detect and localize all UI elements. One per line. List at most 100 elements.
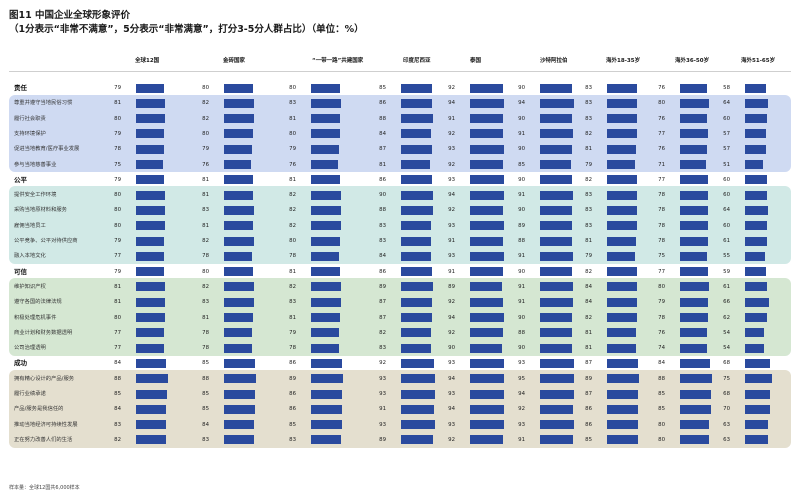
bar xyxy=(311,328,340,338)
value-label: 76 xyxy=(289,161,296,168)
value-label: 85 xyxy=(585,436,592,443)
value-label: 85 xyxy=(202,406,209,413)
bar xyxy=(607,404,638,414)
bar xyxy=(470,190,504,200)
value-label: 63 xyxy=(723,421,730,428)
bar xyxy=(224,297,254,307)
bar xyxy=(136,358,167,368)
bar xyxy=(745,190,767,200)
value-label: 82 xyxy=(585,268,592,275)
row-label: 公平竞争、公平对待供应商 xyxy=(14,238,78,244)
value-label: 78 xyxy=(114,146,121,153)
value-label: 88 xyxy=(518,238,525,244)
value-label: 92 xyxy=(448,299,455,306)
group-background xyxy=(9,186,791,264)
value-label: 80 xyxy=(658,283,665,290)
row-label: 公司治理透明 xyxy=(14,345,46,352)
value-label: 82 xyxy=(289,222,296,229)
value-label: 89 xyxy=(518,222,525,229)
bar xyxy=(680,236,709,246)
bar xyxy=(401,236,431,246)
value-label: 91 xyxy=(518,436,525,443)
bar xyxy=(540,435,573,445)
value-label: 83 xyxy=(585,100,592,107)
value-label: 77 xyxy=(658,268,665,275)
value-label: 83 xyxy=(585,207,592,214)
column-header: 海外36-50岁 xyxy=(675,58,710,64)
bar xyxy=(607,420,638,430)
bar xyxy=(136,114,165,124)
bar xyxy=(680,190,709,200)
column-header: “一带一路”共建国家 xyxy=(312,58,364,64)
value-label: 82 xyxy=(585,314,592,321)
value-label: 84 xyxy=(585,299,592,306)
value-label: 61 xyxy=(723,283,730,290)
bar xyxy=(745,114,767,124)
bar xyxy=(136,144,165,154)
bar xyxy=(470,83,504,93)
group-background xyxy=(9,278,791,356)
value-label: 94 xyxy=(448,192,455,199)
value-label: 78 xyxy=(658,314,665,321)
bar xyxy=(540,328,572,338)
row-label: 采购当地原材料和服务 xyxy=(14,207,67,214)
bar xyxy=(224,404,255,414)
bar xyxy=(224,129,253,139)
column-header: 印度尼西亚 xyxy=(403,58,431,64)
value-label: 90 xyxy=(518,268,525,275)
value-label: 91 xyxy=(448,238,455,244)
value-label: 79 xyxy=(114,176,121,183)
value-label: 82 xyxy=(379,329,386,336)
bar xyxy=(470,389,504,399)
bar xyxy=(136,404,167,414)
bar xyxy=(680,129,708,139)
bar xyxy=(136,251,164,261)
bar xyxy=(540,190,573,200)
row-label: 产品/服务是我信任的 xyxy=(14,406,64,413)
value-label: 79 xyxy=(289,329,296,336)
column-header: 沙特阿拉伯 xyxy=(540,58,568,64)
value-label: 62 xyxy=(723,314,730,321)
bar xyxy=(311,343,340,353)
bar xyxy=(311,358,342,368)
chart-subtitle: （1分表示“非常不满意”，5分表示“非常满意”，打分3-5分人群占比）（单位：%… xyxy=(9,24,364,35)
value-label: 85 xyxy=(518,161,525,168)
bar xyxy=(470,221,504,231)
value-label: 94 xyxy=(448,375,455,382)
value-label: 82 xyxy=(202,283,209,290)
bar xyxy=(680,251,707,261)
value-label: 93 xyxy=(379,391,386,397)
bar xyxy=(311,297,341,307)
value-label: 80 xyxy=(658,100,665,107)
bar xyxy=(745,435,768,445)
value-label: 85 xyxy=(289,421,296,428)
bar xyxy=(745,389,770,399)
value-label: 93 xyxy=(448,391,455,397)
value-label: 84 xyxy=(379,253,386,260)
value-label: 57 xyxy=(723,130,730,137)
value-label: 68 xyxy=(723,391,730,397)
bar xyxy=(401,343,431,353)
bar xyxy=(745,205,768,215)
bar xyxy=(470,282,502,292)
row-label: 促进当地教育/医疗事业发展 xyxy=(14,146,80,153)
value-label: 71 xyxy=(658,161,665,168)
value-label: 80 xyxy=(202,268,209,275)
bar xyxy=(470,205,504,215)
bar xyxy=(224,205,254,215)
value-label: 90 xyxy=(518,314,525,321)
value-label: 80 xyxy=(202,85,209,91)
group-background xyxy=(9,94,791,173)
value-label: 83 xyxy=(585,222,592,229)
bar xyxy=(470,236,503,246)
bar xyxy=(470,313,504,322)
bar xyxy=(311,313,341,322)
bar xyxy=(745,297,769,307)
bar xyxy=(745,221,767,231)
bar xyxy=(311,404,342,414)
value-label: 82 xyxy=(585,176,592,183)
bar xyxy=(136,374,168,384)
value-label: 94 xyxy=(448,314,455,321)
bar xyxy=(745,144,766,154)
value-label: 80 xyxy=(289,85,296,91)
